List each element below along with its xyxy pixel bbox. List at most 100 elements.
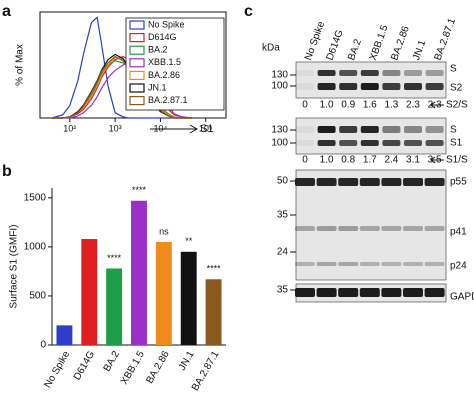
marker-label: 100 [271,138,288,149]
blot-band [316,288,337,297]
blot-band [317,83,336,90]
marker-label: 50 [277,176,289,187]
blot-band [382,83,401,90]
blot-band [360,126,379,133]
legend-swatch [129,45,145,55]
x-tick-label: BA.2.86 [144,349,172,386]
legend-label: JN.1 [148,82,167,92]
legend-swatch [129,83,145,93]
legend-swatch [129,32,145,43]
blot-band [296,126,314,133]
blot-band [404,126,422,133]
blot-band [359,178,380,186]
band-label: S [450,125,457,136]
blot-band [339,70,358,76]
lane-label: D614G [325,28,346,62]
bar [56,325,73,345]
blot-band [381,262,402,266]
lane-label: XBB.1.5 [368,23,391,62]
blot-band [296,70,314,76]
blot-band [360,83,379,90]
ratio-value: 0 [302,155,308,166]
legend-swatch [129,20,145,30]
x-tick-label: JN.1 [177,349,197,373]
blot-band [296,83,314,90]
blot-band [295,178,315,186]
lane-label: JN.1 [411,38,429,61]
blot-band [295,226,315,231]
blot-band [404,83,422,90]
significance-label: **** [207,264,222,274]
legend-label: BA.2.86 [148,70,180,80]
x-tick-label: D614G [72,349,97,382]
histogram-line [51,16,193,119]
blot-band [425,140,444,146]
significance-label: ns [159,226,169,236]
band-label: GAPDH [450,292,474,303]
blot-band [359,288,380,297]
blot-band [317,126,336,133]
blot-band [316,178,337,186]
legend-label: D614G [148,32,177,42]
panel-label: b [2,163,12,180]
band-label: p24 [450,261,467,272]
ratio-arrowhead [430,101,436,109]
bar [106,268,123,345]
blot-band [295,288,315,297]
marker-label: 35 [277,285,289,296]
legend-label: XBB.1.5 [148,57,181,67]
y-tick-label: 1500 [24,192,47,203]
blot-band [317,140,336,146]
blot-band [338,226,359,231]
marker-label: 24 [277,247,289,258]
ratio-value: 1.7 [363,155,377,166]
y-tick-label: 1000 [24,242,47,253]
blot-band [339,140,358,146]
band-label: p55 [450,177,467,188]
histogram-line [51,55,193,119]
blot-band [316,226,337,231]
blot-band [403,226,423,231]
legend-swatch [129,58,145,68]
blot-band [424,226,445,231]
blot-band [338,178,359,186]
blot-band [382,140,401,146]
blot-band [403,178,423,186]
band-label: S [450,64,457,75]
band-label: p41 [450,227,467,238]
band-label: S2 [450,83,463,94]
blot-band [381,288,402,297]
bar [81,239,98,345]
blot-membrane [295,61,447,99]
ratio-value: 1.0 [320,100,334,111]
blot-band [382,70,401,76]
ratio-arrowhead [430,156,436,164]
y-axis-label: % of Max [15,44,26,86]
blot-band [338,288,359,297]
legend-swatch [129,95,145,106]
x-tick-label: 10² [63,123,76,133]
legend-label: BA.2 [148,45,168,55]
blot-band [424,288,445,297]
blot-band [295,262,315,266]
ratio-label: S2/S [446,100,468,111]
blot-band [339,83,358,90]
x-axis-arrowhead [189,124,199,134]
blot-band [339,126,358,133]
y-tick-label: 0 [40,340,46,351]
blot-band [360,140,379,146]
significance-label: **** [107,253,122,263]
ratio-value: 3.1 [406,155,420,166]
x-tick-label: 10⁴ [153,123,167,133]
x-tick-label: 10³ [109,123,122,133]
blot-band [381,226,402,231]
blot-band [360,70,379,76]
significance-label: **** [132,185,147,195]
blot-band [338,262,359,266]
lane-label: No Spike [303,20,327,62]
bar [131,200,147,345]
marker-label: 100 [271,81,288,92]
legend-label: BA.2.87.1 [148,95,188,105]
blot-band [404,70,422,76]
